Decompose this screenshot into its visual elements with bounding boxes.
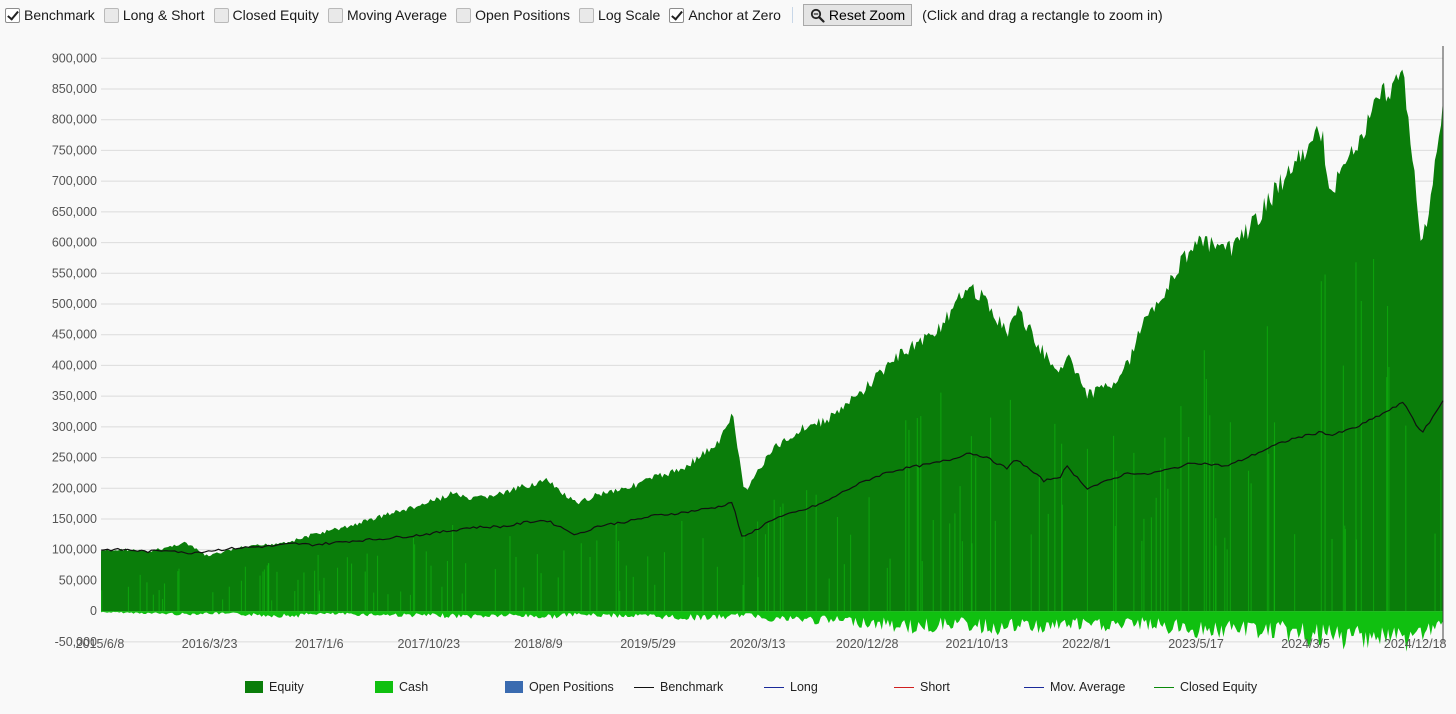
x-tick-label: 2020/3/13 bbox=[730, 637, 786, 651]
y-tick-label: 700,000 bbox=[52, 174, 97, 188]
closed-equity-label: Closed Equity bbox=[232, 7, 319, 23]
long-short-label: Long & Short bbox=[122, 7, 205, 23]
moving-average-option[interactable]: Moving Average bbox=[327, 7, 448, 23]
legend-item-short[interactable]: Short bbox=[894, 680, 950, 694]
x-tick-label: 2021/10/13 bbox=[946, 637, 1009, 651]
legend-item-cash[interactable]: Cash bbox=[375, 680, 428, 694]
legend-label-open-positions: Open Positions bbox=[529, 680, 614, 694]
reset-zoom-button[interactable]: Reset Zoom bbox=[802, 4, 913, 26]
legend-label-equity: Equity bbox=[269, 680, 304, 694]
anchor-at-zero-label: Anchor at Zero bbox=[688, 7, 781, 23]
y-tick-label: 600,000 bbox=[52, 236, 97, 250]
legend-label-long: Long bbox=[790, 680, 818, 694]
chart-toolbar: Benchmark Long & Short Closed Equity Mov… bbox=[0, 0, 1456, 30]
legend-label-closed-equity: Closed Equity bbox=[1180, 680, 1258, 694]
x-tick-label: 2018/8/9 bbox=[514, 637, 563, 651]
legend-item-long[interactable]: Long bbox=[764, 680, 818, 694]
x-tick-label: 2020/12/28 bbox=[836, 637, 899, 651]
legend-item-open-positions[interactable]: Open Positions bbox=[505, 680, 614, 694]
zoom-hint: (Click and drag a rectangle to zoom in) bbox=[922, 7, 1163, 23]
reset-zoom-label: Reset Zoom bbox=[828, 7, 906, 23]
benchmark-checkbox[interactable] bbox=[5, 7, 20, 23]
open-positions-label: Open Positions bbox=[475, 7, 571, 23]
y-tick-label: 500,000 bbox=[52, 297, 97, 311]
y-tick-label: 400,000 bbox=[52, 358, 97, 372]
cash-area bbox=[101, 611, 1443, 652]
x-tick-label: 2016/3/23 bbox=[182, 637, 238, 651]
equity-chart[interactable]: -50,000 0 50,000 100,000 150,000 200,000 250,0… bbox=[0, 30, 1456, 670]
x-tick-label: 2017/10/23 bbox=[398, 637, 461, 651]
y-tick-label: 300,000 bbox=[52, 420, 97, 434]
log-scale-option[interactable]: Log Scale bbox=[579, 7, 660, 23]
legend-swatch-closed-equity bbox=[1154, 686, 1174, 688]
legend-swatch-long bbox=[764, 686, 784, 688]
y-tick-label: 650,000 bbox=[52, 205, 97, 219]
magnifier-icon bbox=[810, 8, 825, 23]
legend-swatch-short bbox=[894, 686, 914, 688]
y-tick-label: 250,000 bbox=[52, 451, 97, 465]
legend-label-mov-average: Mov. Average bbox=[1050, 680, 1126, 694]
y-tick-label: 850,000 bbox=[52, 82, 97, 96]
y-tick-label: 550,000 bbox=[52, 266, 97, 280]
x-axis: 2015/6/8 2016/3/23 2017/1/6 2017/10/23 2018/… bbox=[76, 637, 1447, 651]
legend-swatch-mov-average bbox=[1024, 686, 1044, 688]
open-positions-option[interactable]: Open Positions bbox=[456, 7, 570, 23]
legend-item-closed-equity[interactable]: Closed Equity bbox=[1154, 680, 1257, 694]
y-tick-label: 900,000 bbox=[52, 51, 97, 65]
y-axis: -50,000 0 50,000 100,000 150,000 200,000 250,0… bbox=[52, 51, 97, 649]
benchmark-line bbox=[100, 400, 1444, 555]
benchmark-option[interactable]: Benchmark bbox=[5, 7, 95, 23]
moving-average-checkbox[interactable] bbox=[327, 7, 343, 23]
anchor-at-zero-checkbox[interactable] bbox=[669, 7, 685, 23]
y-tick-label: 150,000 bbox=[52, 512, 97, 526]
x-tick-label: 2024/12/18 bbox=[1384, 637, 1447, 651]
legend-item-equity[interactable]: Equity bbox=[245, 680, 304, 694]
log-scale-label: Log Scale bbox=[598, 7, 661, 23]
y-tick-label: 450,000 bbox=[52, 328, 97, 342]
closed-equity-option[interactable]: Closed Equity bbox=[213, 7, 319, 23]
benchmark-label: Benchmark bbox=[24, 7, 95, 23]
legend-swatch-benchmark bbox=[634, 686, 654, 688]
legend-item-mov-average[interactable]: Mov. Average bbox=[1024, 680, 1125, 694]
y-tick-label: 750,000 bbox=[52, 143, 97, 157]
legend-label-cash: Cash bbox=[399, 680, 429, 694]
legend: Equity Cash Open Positions Benchmark Lon… bbox=[0, 676, 1456, 700]
toolbar-separator bbox=[791, 7, 793, 23]
plot-areas bbox=[101, 46, 1444, 652]
long-short-option[interactable]: Long & Short bbox=[103, 7, 205, 23]
y-tick-label: 800,000 bbox=[52, 113, 97, 127]
x-tick-label: 2024/3/5 bbox=[1281, 637, 1330, 651]
x-tick-label: 2023/5/17 bbox=[1168, 637, 1224, 651]
x-tick-label: 2019/5/29 bbox=[620, 637, 676, 651]
legend-label-benchmark: Benchmark bbox=[660, 680, 724, 694]
y-tick-label: 350,000 bbox=[52, 389, 97, 403]
y-tick-label: -50,000 bbox=[55, 635, 97, 649]
legend-item-benchmark[interactable]: Benchmark bbox=[634, 680, 723, 694]
x-tick-label: 2017/1/6 bbox=[295, 637, 344, 651]
x-tick-label: 2015/6/8 bbox=[76, 637, 125, 651]
legend-swatch-equity bbox=[245, 681, 263, 693]
legend-swatch-cash bbox=[375, 681, 393, 693]
anchor-at-zero-option[interactable]: Anchor at Zero bbox=[669, 7, 781, 23]
y-tick-label: 0 bbox=[90, 604, 97, 618]
legend-label-short: Short bbox=[920, 680, 950, 694]
equity-area bbox=[101, 69, 1443, 612]
moving-average-label: Moving Average bbox=[346, 7, 448, 23]
benchmark-layer bbox=[100, 400, 1444, 555]
legend-swatch-open-positions bbox=[505, 681, 523, 693]
x-tick-label: 2022/8/1 bbox=[1062, 637, 1111, 651]
closed-equity-checkbox[interactable] bbox=[213, 7, 229, 23]
long-short-checkbox[interactable] bbox=[103, 7, 119, 23]
open-positions-checkbox[interactable] bbox=[456, 7, 472, 23]
y-tick-label: 100,000 bbox=[52, 543, 97, 557]
y-tick-label: 200,000 bbox=[52, 481, 97, 495]
y-tick-label: 50,000 bbox=[59, 573, 97, 587]
log-scale-checkbox[interactable] bbox=[579, 7, 595, 23]
